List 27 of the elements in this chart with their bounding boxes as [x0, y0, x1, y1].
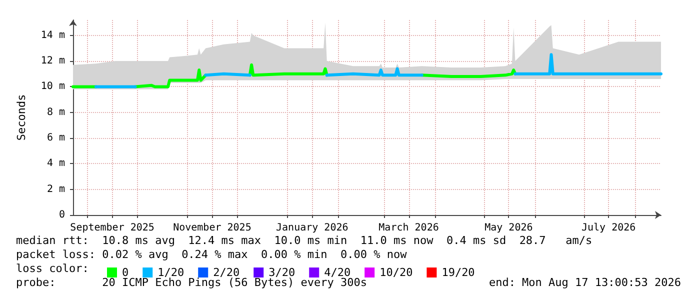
y-tick-label: 0 [58, 210, 65, 220]
legend-label: 1/20 [158, 266, 184, 279]
text: median rtt: 10.8 ms avg 12.4 ms max 10.0 ms min 11.0 ms now 0.4 ms sd 28.7 am/s [16, 234, 592, 247]
legend-label: 19/20 [442, 266, 475, 279]
y-tick-label: 2 m [46, 184, 65, 195]
y-tick-label: 4 m [46, 158, 65, 170]
y-tick-label: 12 m [40, 56, 65, 67]
x-tick-label: May 2026 [484, 222, 533, 234]
y-tick-label: 10 m [40, 81, 65, 92]
x-tick-label: November 2025 [173, 222, 252, 234]
text: packet loss: 0.02 % avg 0.24 % max 0.00 % min 0.00 % now [16, 248, 408, 261]
text: end: Mon Aug 17 13:00:53 2026 [488, 276, 682, 289]
x-tick-label: September 2025 [70, 222, 154, 234]
legend-label: 0 [122, 266, 129, 279]
y-tick-label: 8 m [46, 106, 65, 118]
x-tick-label: January 2026 [276, 222, 348, 234]
x-tick-label: March 2026 [378, 222, 439, 234]
x-tick-label: July 2026 [581, 222, 636, 234]
y-tick-label: 6 m [46, 132, 65, 144]
y-axis-title: Seconds [15, 94, 28, 141]
legend-label: 2/20 [213, 266, 240, 279]
legend-label: 10/20 [380, 266, 413, 279]
legend-label: 3/20 [268, 266, 296, 279]
text: probe: 20 ICMP Echo Pings (56 Bytes) every 300s [16, 276, 367, 289]
y-tick-label: 14 m [40, 30, 65, 41]
legend-title: loss color: [16, 262, 89, 275]
legend-label: 4/20 [324, 266, 351, 279]
